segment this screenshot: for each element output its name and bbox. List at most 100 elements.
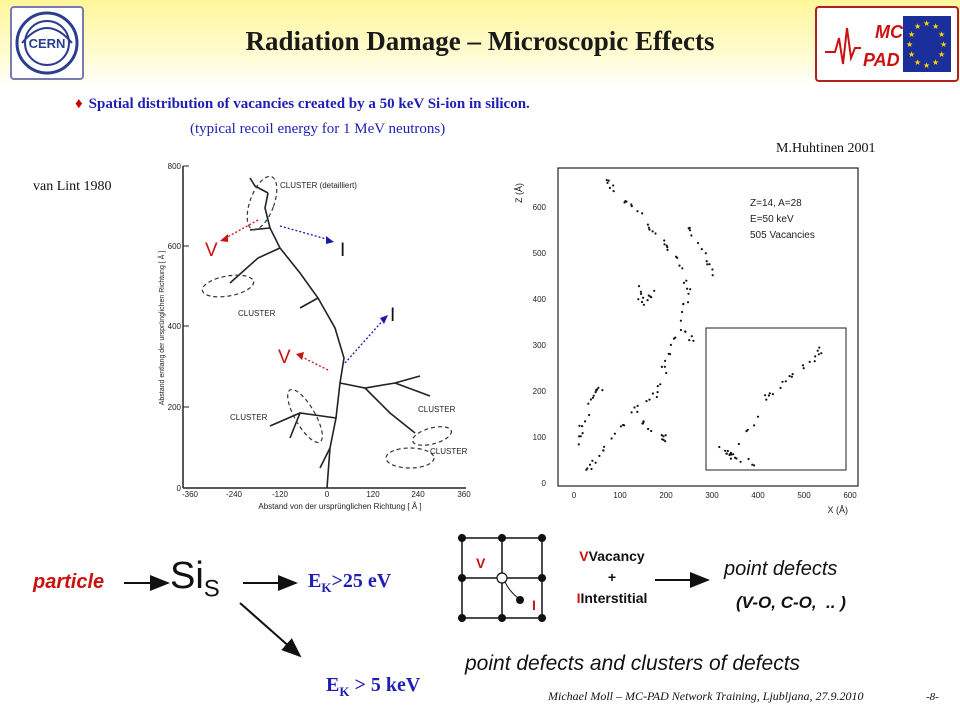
- vacancy-marker: V: [205, 240, 218, 261]
- vacancy-dot: [689, 288, 692, 291]
- vacancy-dot: [581, 425, 584, 428]
- vacancy-dot: [641, 422, 645, 425]
- subline: (typical recoil energy for 1 MeV neutron…: [190, 121, 446, 137]
- cluster-label: CLUSTER: [430, 447, 468, 456]
- right-legend-line: E=50 keV: [750, 214, 794, 225]
- vacancy-dot: [642, 296, 645, 299]
- vacancy-dot: [765, 398, 768, 401]
- vacancy-dot: [639, 290, 642, 293]
- right-y-tick: 500: [533, 249, 547, 258]
- vacancy-dot: [661, 438, 664, 441]
- vacancy-dot: [781, 380, 784, 383]
- point-defects-examples: (V-O, C-O, .. ): [736, 593, 846, 612]
- interstitial-marker: I: [340, 240, 345, 261]
- vacancy-dot: [594, 461, 597, 464]
- vacancy-dot: [619, 425, 622, 428]
- vacancy-dot: [610, 437, 613, 440]
- vacancy-dot: [814, 355, 817, 358]
- svg-text:★: ★: [908, 50, 915, 59]
- vacancy-dot: [648, 228, 651, 231]
- vacancy-dot: [768, 392, 771, 395]
- lattice-diagram: V I: [458, 534, 546, 622]
- vacancy-dot: [664, 434, 667, 437]
- vacancy-interstitial-label: VVacancy + IInterstitial: [562, 546, 662, 609]
- vacancy-dot: [647, 294, 650, 297]
- right-legend-line: 505 Vacancies: [750, 230, 815, 241]
- vacancy-dot: [801, 364, 805, 367]
- lattice-interstitial-label: I: [532, 597, 536, 613]
- vacancy-dot: [585, 468, 588, 471]
- vacancy-dot: [660, 434, 663, 437]
- clusters-label: point defects and clusters of defects: [465, 652, 801, 675]
- vacancy-dot: [784, 380, 787, 383]
- vacancy-dot: [711, 268, 714, 271]
- right-y-tick: 400: [533, 295, 547, 304]
- vacancy-dot: [651, 392, 654, 395]
- left-x-tick: 360: [457, 490, 471, 499]
- vacancy-dot: [651, 230, 654, 233]
- vacancy-dot: [788, 375, 791, 378]
- credit-right: M.Huhtinen 2001: [776, 141, 876, 156]
- ek-main: E: [308, 570, 322, 592]
- vacancy-dot: [818, 346, 821, 349]
- left-x-tick: -360: [182, 490, 199, 499]
- ek-threshold-high: EK > 5 keV: [316, 651, 420, 700]
- lattice-vacancy-label: V: [476, 555, 486, 571]
- vacancy-dot: [636, 410, 639, 413]
- vacancy-dot: [790, 375, 793, 378]
- vacancy-dot: [791, 373, 794, 376]
- vacancy-dot: [648, 398, 651, 401]
- plus-sign: +: [607, 569, 617, 585]
- vacancy-dot: [603, 445, 606, 448]
- vacancy-dot: [612, 184, 615, 187]
- cluster-label: CLUSTER (detailliert): [280, 181, 357, 190]
- vacancy-dot: [767, 394, 770, 397]
- vacancy-dot: [577, 443, 580, 446]
- vacancy-dot: [692, 339, 695, 342]
- vacancy-dot: [605, 179, 608, 182]
- vacancy-dot: [747, 457, 750, 461]
- mcpad-logo: MC PAD ★ ★ ★ ★ ★ ★ ★ ★ ★ ★ ★ ★: [815, 6, 959, 82]
- vacancy-dot: [653, 289, 656, 292]
- vacancy-dot: [623, 424, 626, 427]
- right-y-tick: 100: [533, 433, 547, 442]
- vacancy-dot: [662, 435, 665, 438]
- vacancy-dot: [650, 429, 653, 433]
- left-y-tick: 800: [168, 162, 182, 171]
- left-y-tick: 200: [168, 403, 182, 412]
- vacancy-dot: [696, 241, 700, 245]
- vacancy-dot: [663, 243, 666, 246]
- vacancy-dot: [730, 453, 733, 456]
- vacancy-dot: [578, 424, 581, 427]
- right-y-tick: 600: [533, 203, 547, 212]
- vacancy-dot: [690, 335, 693, 338]
- vacancy-dot: [597, 386, 600, 389]
- svg-text:★: ★: [932, 22, 939, 31]
- right-x-tick: 0: [572, 491, 577, 500]
- cern-logo: CERN: [10, 6, 84, 80]
- vacancy-dot: [704, 252, 707, 255]
- vacancy-dot: [598, 454, 601, 457]
- vacancy-dot: [602, 449, 605, 452]
- vacancy-dot: [606, 181, 609, 184]
- right-x-tick: 600: [843, 491, 857, 500]
- vacancy-dot: [588, 413, 591, 417]
- vacancy-dot: [592, 394, 595, 397]
- vacancy-dot: [642, 420, 645, 423]
- vacancy-dot: [640, 300, 644, 304]
- vacancy-dot: [584, 420, 587, 423]
- vacancy-dot: [725, 452, 728, 455]
- ek-value: >25 eV: [331, 570, 392, 592]
- vacancy-dot: [688, 226, 691, 229]
- vacancy-dot: [681, 310, 684, 314]
- vacancy-dot: [636, 210, 639, 213]
- si-text: Si: [170, 555, 204, 597]
- vacancy-dot: [816, 349, 819, 352]
- vacancy-dot: [646, 299, 649, 302]
- si-subscript: S: [203, 575, 220, 603]
- vacancy-dot: [745, 430, 748, 433]
- svg-text:★: ★: [923, 19, 930, 28]
- vacancy-dot: [591, 396, 594, 399]
- vacancy-dot: [688, 229, 692, 232]
